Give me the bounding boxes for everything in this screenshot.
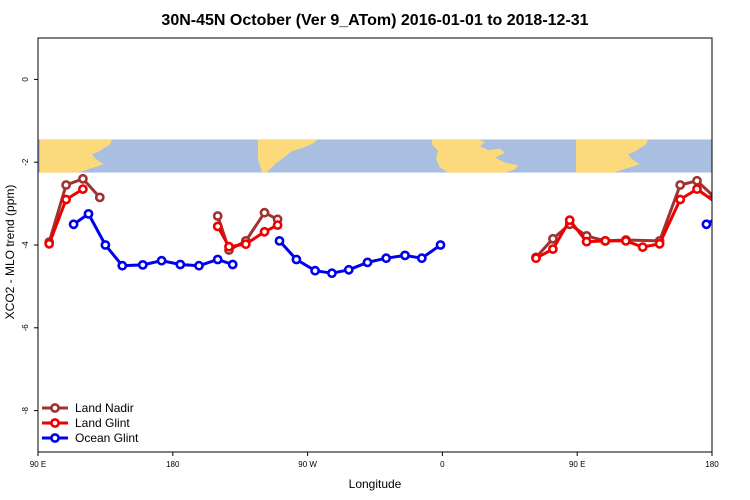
data-point — [156, 255, 167, 266]
land-mass-3 — [576, 139, 648, 173]
data-point — [227, 259, 238, 270]
legend-marker — [50, 403, 60, 413]
land-mass-2 — [432, 139, 518, 173]
land-mass-1 — [258, 139, 318, 173]
series-line — [278, 239, 442, 275]
legend-item: Land Nadir — [42, 401, 134, 415]
data-point — [701, 219, 712, 230]
y-tick-label: -6 — [21, 324, 30, 332]
data-point — [343, 264, 354, 275]
data-point — [548, 244, 558, 254]
data-point — [416, 253, 427, 264]
legend-label: Land Glint — [75, 416, 130, 430]
data-point — [78, 173, 88, 184]
legend-item: Ocean Glint — [42, 431, 139, 445]
data-point — [564, 215, 575, 226]
data-point — [531, 253, 541, 264]
data-point — [692, 175, 702, 186]
data-point — [692, 184, 702, 194]
world-map-band — [38, 139, 712, 173]
x-tick-label: 180 — [705, 460, 719, 469]
y-axis-label: XCO2 - MLO trend (ppm) — [3, 185, 17, 320]
legend-item: Land Glint — [42, 416, 130, 430]
data-point — [675, 194, 686, 205]
data-point — [212, 221, 223, 232]
data-point — [720, 200, 727, 207]
legend-label: Ocean Glint — [75, 431, 139, 445]
data-point — [362, 257, 373, 268]
data-point — [381, 253, 392, 264]
x-tick-label: 0 — [440, 460, 445, 469]
legend-marker — [50, 418, 60, 428]
x-axis: 90 E 180 90 W 0 90 E 180 — [30, 452, 719, 469]
data-point — [654, 238, 665, 249]
data-point — [61, 194, 71, 205]
data-point — [675, 180, 686, 190]
x-tick-label: 90 E — [569, 460, 585, 469]
data-point — [326, 268, 337, 279]
data-point — [68, 219, 79, 230]
series-line — [47, 177, 101, 243]
data-point — [548, 233, 558, 244]
series-land-glint — [44, 184, 744, 264]
data-point — [61, 180, 71, 190]
data-point — [44, 238, 55, 249]
data-point — [117, 260, 128, 271]
y-tick-label: -4 — [21, 241, 30, 249]
data-point — [621, 235, 631, 246]
data-point — [291, 254, 302, 265]
x-tick-label: 90 W — [298, 460, 317, 469]
x-tick-label: 180 — [166, 460, 180, 469]
series-line — [705, 219, 712, 226]
data-point — [310, 265, 320, 276]
legend-label: Land Nadir — [75, 401, 134, 415]
series-line — [72, 212, 234, 268]
data-point — [78, 184, 88, 194]
plot-frame — [37, 37, 713, 453]
legend-marker — [50, 433, 60, 443]
data-point — [194, 260, 204, 271]
data-point — [137, 259, 148, 270]
x-tick-label: 90 E — [30, 460, 46, 469]
data-point — [737, 179, 744, 186]
data-point — [720, 204, 727, 211]
y-tick-label: 0 — [21, 77, 30, 82]
data-point — [224, 241, 234, 252]
data-point — [720, 210, 727, 217]
data-point — [637, 242, 648, 252]
data-point — [83, 208, 94, 219]
x-axis-label: Longitude — [349, 477, 402, 491]
series-ocean-glint — [68, 208, 744, 279]
data-point — [259, 207, 270, 218]
data-point — [240, 239, 251, 250]
data-point — [100, 240, 111, 250]
y-tick-label: -2 — [21, 158, 30, 166]
land-mass-0 — [40, 139, 112, 173]
chart-title: 30N-45N October (Ver 9_ATom) 2016-01-01 … — [161, 12, 588, 29]
data-point — [737, 188, 744, 195]
data-point — [737, 241, 744, 248]
data-point — [272, 220, 283, 230]
data-point — [175, 259, 186, 270]
data-point — [400, 250, 410, 261]
data-point — [212, 254, 223, 265]
data-point — [259, 226, 270, 237]
data-point — [274, 235, 285, 246]
y-axis: 0 -2 -4 -6 -8 — [21, 77, 38, 414]
data-point — [600, 235, 611, 246]
data-point — [94, 192, 105, 203]
data-point — [212, 211, 223, 221]
series-layer — [44, 173, 744, 279]
data-point — [435, 240, 446, 250]
y-tick-label: -8 — [21, 406, 30, 414]
data-point — [581, 236, 592, 247]
